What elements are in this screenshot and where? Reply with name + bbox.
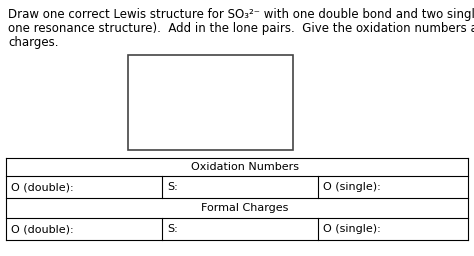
Text: Draw one correct Lewis structure for SO₃²⁻ with one double bond and two single b: Draw one correct Lewis structure for SO₃… bbox=[8, 8, 474, 21]
Text: O (single):: O (single): bbox=[323, 182, 381, 192]
Text: Oxidation Numbers: Oxidation Numbers bbox=[191, 162, 299, 172]
Text: charges.: charges. bbox=[8, 36, 58, 49]
Text: one resonance structure).  Add in the lone pairs.  Give the oxidation numbers an: one resonance structure). Add in the lon… bbox=[8, 22, 474, 35]
Text: S:: S: bbox=[167, 224, 178, 234]
Text: O (double):: O (double): bbox=[11, 182, 73, 192]
Text: Formal Charges: Formal Charges bbox=[201, 203, 289, 213]
Text: S:: S: bbox=[167, 182, 178, 192]
Text: O (single):: O (single): bbox=[323, 224, 381, 234]
Text: O (double):: O (double): bbox=[11, 224, 73, 234]
